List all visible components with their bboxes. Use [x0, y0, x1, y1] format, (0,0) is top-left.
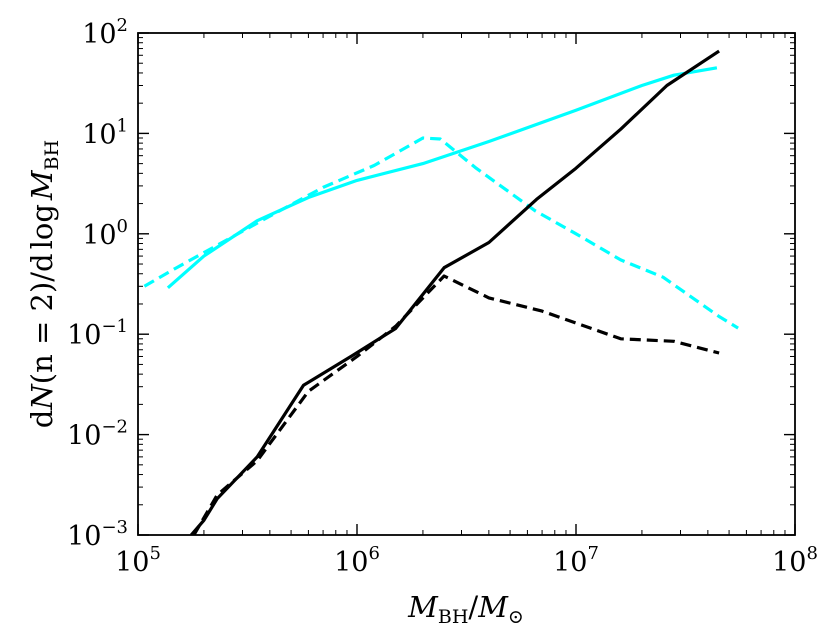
tick-layer: 105 106 107 108 10−3 10−2 10−1 100 101 102	[67, 15, 818, 578]
y-tick-label: 10−1	[67, 316, 128, 351]
x-tick-label: 107	[553, 543, 599, 578]
series-line-black-dashed	[192, 274, 720, 535]
x-tick-label: 106	[334, 543, 380, 578]
y-tick-label: 10−3	[67, 517, 128, 552]
series-line-cyan-solid	[166, 66, 718, 290]
series-line-cyan-dashed	[143, 136, 739, 330]
y-tick-label: 102	[82, 15, 128, 50]
x-tick-label: 108	[772, 543, 818, 578]
series-layer	[143, 49, 739, 535]
y-tick-label: 101	[82, 115, 128, 150]
plot-frame	[137, 32, 796, 536]
x-tick-label: 105	[115, 543, 161, 578]
series-line-black-solid	[189, 49, 720, 535]
y-tick-label: 10−2	[67, 417, 128, 452]
x-axis-label: MBH/M⊙	[407, 590, 524, 628]
y-tick-label: 100	[82, 216, 128, 251]
y-axis-label: dN(n = 2)/dlogMBH	[25, 140, 63, 428]
